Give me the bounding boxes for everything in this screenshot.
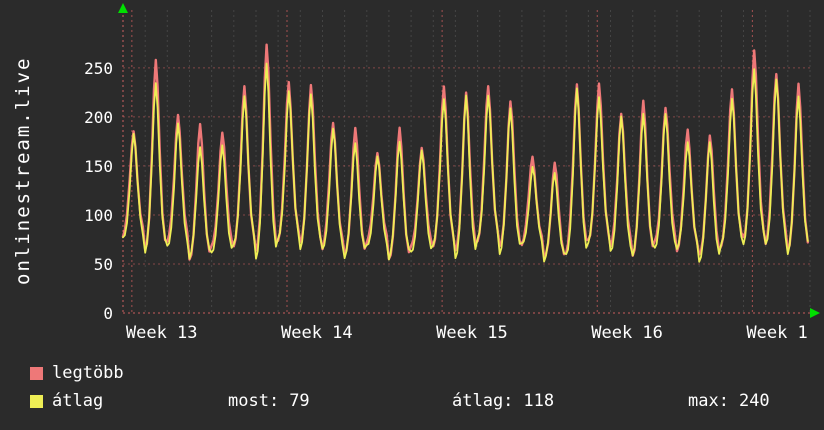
x-tick-label: Week 15 — [436, 323, 508, 343]
stat-atlag-label: átlag: — [452, 391, 514, 411]
y-tick-label: 100 — [84, 206, 113, 225]
y-tick-label: 150 — [84, 157, 113, 176]
x-tick-label: Week 1 — [746, 323, 807, 343]
stat-max-value: 240 — [738, 391, 770, 411]
stat-max-label: max: — [688, 391, 729, 411]
stat-atlag-value: 118 — [523, 391, 555, 411]
stat-atlag: átlag: 118 — [452, 391, 554, 411]
legend-swatch-legtobb — [30, 367, 43, 380]
legend-label-atlag: átlag — [52, 391, 104, 411]
x-tick-label: Week 13 — [126, 323, 198, 343]
y-tick-label: 50 — [94, 255, 113, 274]
y-axis-arrow-icon — [118, 3, 128, 13]
stat-most-value: 79 — [289, 391, 310, 411]
series-line-legtobb — [121, 43, 809, 261]
y-tick-label: 0 — [103, 304, 113, 323]
x-tick-label: Week 16 — [591, 323, 663, 343]
x-axis-arrow-icon — [810, 308, 820, 318]
stat-most-label: most: — [228, 391, 280, 411]
stat-max: max: 240 — [688, 391, 770, 411]
y-tick-label: 200 — [84, 108, 113, 127]
stat-most: most: 79 — [228, 391, 310, 411]
legend-swatch-atlag — [30, 395, 43, 408]
series-line-atlag — [122, 62, 809, 263]
x-tick-label: Week 14 — [281, 323, 353, 343]
chart-svg: 0 50 100 150 200 250 Week 13 Week 14 Week 15 Week… — [84, 3, 820, 343]
legend-label-legtobb: legtöbb — [52, 363, 124, 383]
y-tick-label: 250 — [84, 59, 113, 78]
